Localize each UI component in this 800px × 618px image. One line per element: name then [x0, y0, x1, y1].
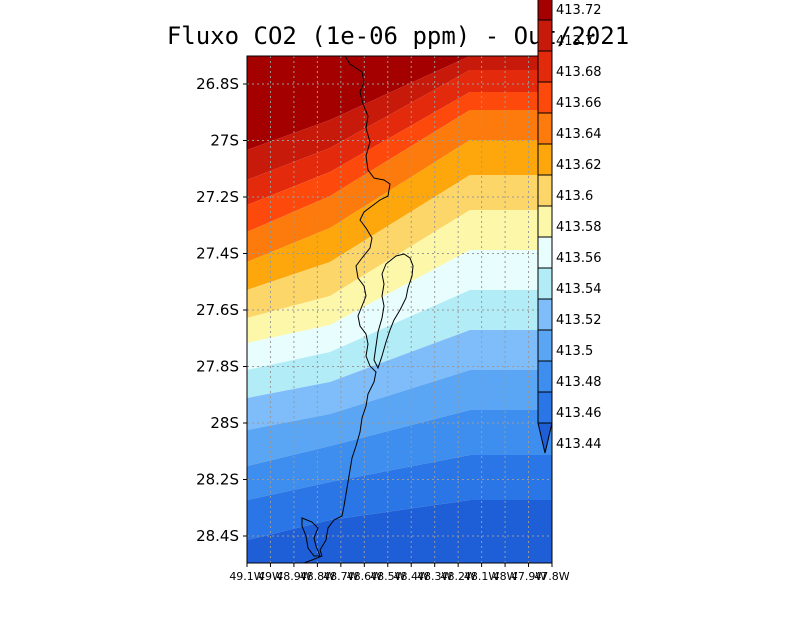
- x-tick-label: 48.8W: [300, 570, 335, 583]
- coastline: [301, 56, 414, 563]
- colorbar-swatch: [537, 391, 553, 424]
- coastline-mainland: [303, 56, 391, 563]
- colorbar-swatch: [537, 112, 553, 145]
- x-tick-label: 48.6W: [347, 570, 382, 583]
- colorbar-label: 413.66: [556, 96, 602, 111]
- y-tick-label: 27S: [210, 132, 239, 150]
- grid-lines: [247, 56, 552, 563]
- colorbar-swatch: [537, 422, 553, 454]
- x-tick-label: 48.9W: [276, 570, 311, 583]
- x-tick-label: 48.4W: [394, 570, 429, 583]
- contour-band: [247, 70, 552, 205]
- colorbar-swatch: [537, 174, 553, 207]
- colorbar-label: 413.5: [556, 344, 593, 359]
- contour-band: [247, 410, 552, 500]
- colorbar-label: 413.54: [556, 282, 602, 297]
- contour-band: [247, 56, 552, 180]
- colorbar-swatch: [537, 81, 553, 114]
- colorbar-label: 413.6: [556, 189, 593, 204]
- x-tick-label: 48.1W: [464, 570, 499, 583]
- y-tick-label: 27.2S: [196, 188, 239, 206]
- colorbar-label: 413.56: [556, 251, 602, 266]
- contour-band: [247, 330, 552, 430]
- y-axis: 26.8S 27S 27.2S 27.4S 27.6S 27.8S 28S 28.2S 28.4…: [196, 75, 247, 545]
- colorbar-swatch: [537, 50, 553, 83]
- contour-band: [247, 370, 552, 466]
- x-tick-label: 48.5W: [370, 570, 405, 583]
- contour-band: [247, 140, 552, 290]
- colorbar-swatch: [537, 0, 553, 21]
- contour-bands: [247, 56, 552, 563]
- colorbar-label: 413.7: [556, 34, 593, 49]
- x-tick-label: 49W: [258, 570, 283, 583]
- colorbar-swatch: [537, 236, 553, 269]
- colorbar-label: 413.52: [556, 313, 602, 328]
- x-tick-label: 48.2W: [440, 570, 475, 583]
- colorbar-label: 413.46: [556, 406, 602, 421]
- colorbar-swatch: [537, 143, 553, 176]
- contour-band: [247, 455, 552, 540]
- x-tick-label: 47.8W: [534, 570, 569, 583]
- x-tick-label: 47.9W: [511, 570, 546, 583]
- coastline-island: [373, 253, 414, 370]
- colorbar-swatch: [537, 205, 553, 238]
- contour-band: [247, 56, 552, 150]
- colorbar-swatch: [537, 329, 553, 362]
- colorbar-label: 413.58: [556, 220, 602, 235]
- x-tick-label: 48.3W: [417, 570, 452, 583]
- colorbar-swatch: [537, 360, 553, 393]
- x-tick-label: 48.7W: [323, 570, 358, 583]
- colorbar-label: 413.62: [556, 158, 602, 173]
- colorbar-label: 413.68: [556, 65, 602, 80]
- colorbar-label: 413.44: [556, 437, 602, 452]
- x-axis: 49.1W49W48.9W48.8W48.7W48.6W48.5W48.4W48…: [229, 563, 570, 583]
- colorbar-label: 413.72: [556, 3, 602, 18]
- contour-band: [247, 500, 552, 563]
- colorbar-swatch: [537, 267, 553, 300]
- y-tick-label: 28S: [210, 414, 239, 432]
- colorbar-label: 413.48: [556, 375, 602, 390]
- y-tick-label: 28.2S: [196, 471, 239, 489]
- y-tick-label: 27.4S: [196, 245, 239, 263]
- y-tick-label: 27.6S: [196, 301, 239, 319]
- colorbar-swatch: [537, 298, 553, 331]
- contour-band: [247, 290, 552, 398]
- colorbar-label: 413.64: [556, 127, 602, 142]
- coastline-south: [301, 517, 321, 557]
- x-tick-label: 49.1W: [229, 570, 264, 583]
- contour-band: [247, 175, 552, 318]
- contour-band: [247, 110, 552, 262]
- y-tick-label: 28.4S: [196, 527, 239, 545]
- colorbar: 413.72 413.7 413.68 413.66 413.64 413.62 413.6…: [537, 0, 602, 454]
- y-tick-label: 26.8S: [196, 75, 239, 93]
- y-tick-label: 27.8S: [196, 358, 239, 376]
- x-tick-label: 48W: [493, 570, 518, 583]
- colorbar-swatch: [537, 19, 553, 52]
